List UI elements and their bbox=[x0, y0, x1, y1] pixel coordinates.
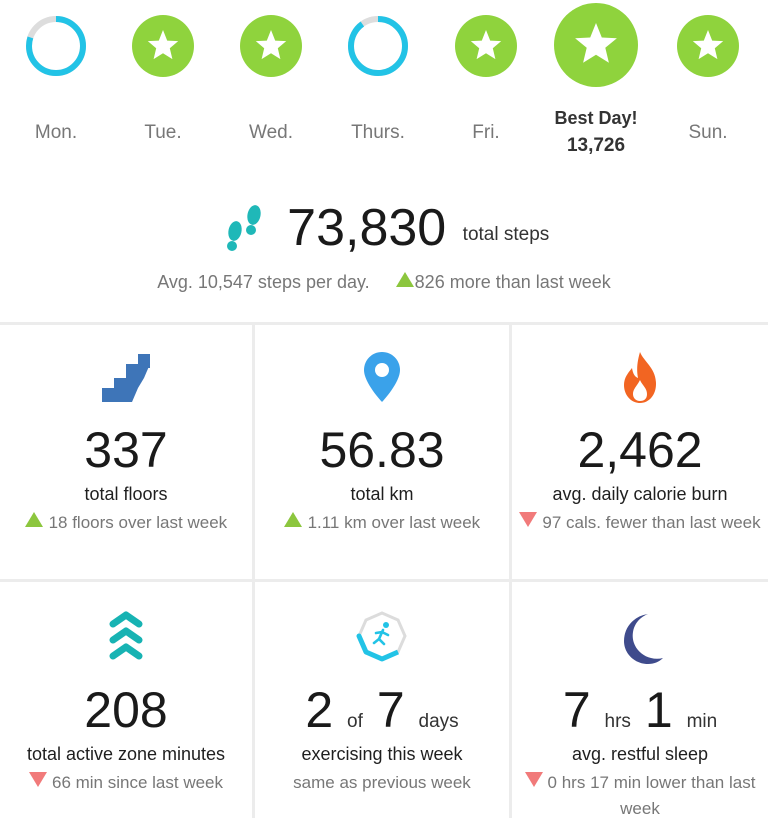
divider bbox=[509, 322, 512, 818]
floors-value: 337 bbox=[84, 422, 168, 478]
exercise-days-unit: days bbox=[418, 711, 459, 732]
calories-tile[interactable]: 2,462 avg. daily calorie burn 97 cals. f… bbox=[512, 322, 768, 579]
trend-down-icon bbox=[519, 512, 538, 527]
day-sun[interactable]: Sun. bbox=[653, 0, 763, 143]
active-zone-label: total active zone minutes bbox=[26, 744, 226, 764]
sleep-tile[interactable]: 7 hrs 1 min avg. restful sleep 0 hrs 17 … bbox=[512, 582, 768, 818]
stats-grid: 337 total floors 18 floors over last wee… bbox=[0, 322, 768, 818]
active-zone-value: 208 bbox=[84, 682, 168, 738]
floors-tile[interactable]: 337 total floors 18 floors over last wee… bbox=[0, 322, 252, 579]
footprints-icon bbox=[226, 205, 261, 251]
exercise-tile[interactable]: 2 of 7 days exercising this week same as… bbox=[255, 582, 509, 818]
trend-up-icon bbox=[24, 512, 43, 527]
sleep-value: 7 hrs 1 min bbox=[512, 680, 768, 752]
star-badge-icon bbox=[677, 15, 739, 77]
best-day-label: Best Day! bbox=[554, 108, 638, 128]
exercise-days-total: 7 bbox=[376, 682, 405, 738]
calories-change-text: 97 cals. fewer than last week bbox=[542, 513, 761, 532]
trend-down-icon bbox=[524, 772, 543, 787]
sleep-minutes: 1 bbox=[644, 682, 673, 738]
trend-up-icon bbox=[283, 512, 302, 527]
exercise-change: same as previous week bbox=[293, 773, 471, 792]
best-day-star-icon bbox=[554, 3, 638, 87]
best-day-steps: 13,726 bbox=[566, 135, 626, 156]
day-thurs[interactable]: Thurs. bbox=[323, 0, 433, 143]
exercise-of-label: of bbox=[347, 711, 363, 732]
steps-average-text: Avg. 10,547 steps per day. bbox=[157, 272, 370, 292]
stairs-icon bbox=[102, 354, 150, 402]
sleep-change: 0 hrs 17 min lower than last week bbox=[516, 770, 764, 822]
active-zone-change-text: 66 min since last week bbox=[51, 773, 224, 792]
day-label: Mon. bbox=[34, 122, 78, 143]
distance-label: total km bbox=[350, 484, 414, 504]
sleep-label: avg. restful sleep bbox=[571, 744, 709, 764]
star-badge-icon bbox=[132, 15, 194, 77]
calories-label: avg. daily calorie burn bbox=[552, 484, 728, 504]
weekly-summary-header: Mon. Tue. Wed. Thurs. Fri. bbox=[0, 0, 768, 322]
distance-change: 1.11 km over last week bbox=[259, 510, 505, 536]
day-label: Wed. bbox=[248, 122, 293, 143]
sleep-change-text: 0 hrs 17 min lower than last week bbox=[547, 773, 756, 818]
day-best[interactable]: Best Day! 13,726 bbox=[536, 0, 656, 156]
distance-value: 56.83 bbox=[319, 422, 445, 478]
day-wed[interactable]: Wed. bbox=[216, 0, 326, 143]
exercise-value: 2 of 7 days bbox=[255, 680, 509, 752]
trend-down-icon bbox=[28, 772, 47, 787]
day-label: Tue. bbox=[144, 122, 182, 143]
exercise-days-count: 2 bbox=[305, 682, 334, 738]
divider bbox=[0, 579, 768, 582]
exercise-label: exercising this week bbox=[301, 744, 463, 764]
total-steps-unit: total steps bbox=[462, 224, 550, 245]
floors-change-text: 18 floors over last week bbox=[48, 513, 228, 532]
sleep-hours: 7 bbox=[562, 682, 591, 738]
divider bbox=[252, 322, 255, 818]
sleep-hours-unit: hrs bbox=[604, 711, 631, 732]
floors-change: 18 floors over last week bbox=[4, 510, 248, 536]
location-pin-icon bbox=[364, 352, 400, 402]
progress-ring-icon bbox=[26, 16, 86, 76]
star-badge-icon bbox=[455, 15, 517, 77]
day-label: Fri. bbox=[472, 122, 500, 143]
active-zone-chevrons-icon bbox=[109, 611, 143, 660]
steps-summary[interactable]: 73,830 total steps bbox=[0, 198, 768, 258]
exercise-runner-icon bbox=[356, 611, 407, 662]
steps-average-row: Avg. 10,547 steps per day. 826 more than … bbox=[0, 272, 768, 293]
sleep-minutes-unit: min bbox=[686, 711, 718, 732]
steps-change-text: 826 more than last week bbox=[414, 272, 611, 292]
day-mon[interactable]: Mon. bbox=[1, 0, 111, 143]
active-zone-tile[interactable]: 208 total active zone minutes 66 min sin… bbox=[0, 582, 252, 818]
floors-label: total floors bbox=[84, 484, 168, 504]
flame-icon bbox=[624, 352, 656, 403]
distance-change-text: 1.11 km over last week bbox=[307, 513, 481, 532]
total-steps-value: 73,830 bbox=[287, 199, 447, 257]
moon-icon bbox=[624, 614, 663, 664]
day-label: Thurs. bbox=[351, 122, 405, 143]
day-fri[interactable]: Fri. bbox=[431, 0, 541, 143]
progress-ring-icon bbox=[348, 16, 408, 76]
day-label: Sun. bbox=[688, 122, 728, 143]
active-zone-change: 66 min since last week bbox=[4, 770, 248, 796]
calories-change: 97 cals. fewer than last week bbox=[516, 510, 764, 536]
day-tue[interactable]: Tue. bbox=[108, 0, 218, 143]
calories-value: 2,462 bbox=[577, 422, 703, 478]
trend-up-icon bbox=[395, 272, 414, 287]
divider bbox=[0, 322, 768, 325]
distance-tile[interactable]: 56.83 total km 1.11 km over last week bbox=[255, 322, 509, 579]
star-badge-icon bbox=[240, 15, 302, 77]
